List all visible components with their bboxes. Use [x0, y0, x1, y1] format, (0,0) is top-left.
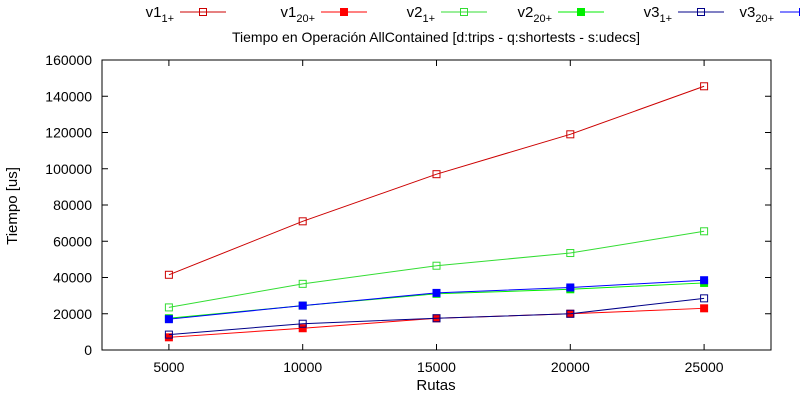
data-point — [298, 279, 307, 288]
series-line — [168, 279, 705, 320]
legend-label: v220+ — [517, 4, 552, 25]
x-tick-label: 25000 — [685, 359, 724, 375]
x-tick-label: 20000 — [551, 359, 590, 375]
data-point — [700, 227, 709, 236]
plot-border — [101, 59, 772, 351]
data-point — [298, 217, 307, 226]
plot-area: 0 20000 40000 60000 80000 100000 120000 140000 1… — [45, 52, 772, 375]
x-tick-label: 15000 — [417, 359, 456, 375]
y-tick-label: 120000 — [45, 125, 92, 141]
series-line — [168, 230, 705, 308]
data-point — [700, 82, 709, 91]
legend-entry: v11+ — [146, 4, 226, 25]
legend-entry: v120+ — [280, 4, 367, 25]
x-tick-label: 10000 — [283, 359, 322, 375]
data-point — [164, 330, 173, 339]
x-tick-label: 5000 — [153, 359, 184, 375]
series-line — [168, 297, 705, 336]
data-point — [432, 261, 441, 270]
y-tick-label: 80000 — [53, 197, 92, 213]
data-point — [700, 276, 709, 285]
data-point — [700, 304, 709, 313]
series-line — [168, 307, 705, 338]
legend: v11+ v120+ v21+ v220+ v31+ v320+ — [146, 4, 800, 25]
data-point — [164, 315, 173, 324]
series-v3-1+ — [164, 294, 709, 339]
data-point — [432, 288, 441, 297]
series-v3-20+ — [164, 276, 709, 324]
data-point — [432, 314, 441, 323]
legend-marker — [460, 8, 468, 16]
y-axis-label: Tiempo [us] — [4, 167, 21, 245]
data-point — [164, 303, 173, 312]
legend-marker — [577, 8, 585, 16]
legend-marker — [340, 8, 348, 16]
legend-label: v320+ — [739, 4, 774, 25]
data-point — [566, 309, 575, 318]
series-line — [168, 85, 705, 276]
y-tick-label: 0 — [84, 342, 92, 358]
y-tick-label: 40000 — [53, 270, 92, 286]
x-axis-label: Rutas — [416, 377, 455, 394]
data-point — [566, 130, 575, 139]
legend-entry: v220+ — [517, 4, 604, 25]
legend-entry: v21+ — [407, 4, 487, 25]
series-line — [168, 282, 705, 319]
legend-label: v120+ — [280, 4, 315, 25]
legend-entry: v320+ — [739, 4, 800, 25]
data-point — [566, 249, 575, 258]
legend-marker — [697, 8, 705, 16]
legend-marker — [199, 8, 207, 16]
data-point — [298, 319, 307, 328]
data-point — [298, 324, 307, 333]
y-tick-label: 140000 — [45, 88, 92, 104]
legend-entry: v31+ — [644, 4, 724, 25]
data-point — [566, 283, 575, 292]
series-v2-1+ — [164, 227, 709, 312]
legend-label: v21+ — [407, 4, 435, 25]
series-v1-1+ — [164, 82, 709, 279]
y-tick-label: 20000 — [53, 306, 92, 322]
y-tick-label: 100000 — [45, 161, 92, 177]
y-tick-label: 60000 — [53, 233, 92, 249]
data-point — [700, 294, 709, 303]
y-tick-label: 160000 — [45, 52, 92, 68]
data-point — [432, 170, 441, 179]
series-v1-20+ — [164, 304, 709, 342]
legend-label: v11+ — [146, 4, 174, 25]
legend-label: v31+ — [644, 4, 672, 25]
data-point — [298, 301, 307, 310]
chart-title: Tiempo en Operación AllContained [d:trip… — [232, 29, 640, 45]
data-point — [164, 270, 173, 279]
